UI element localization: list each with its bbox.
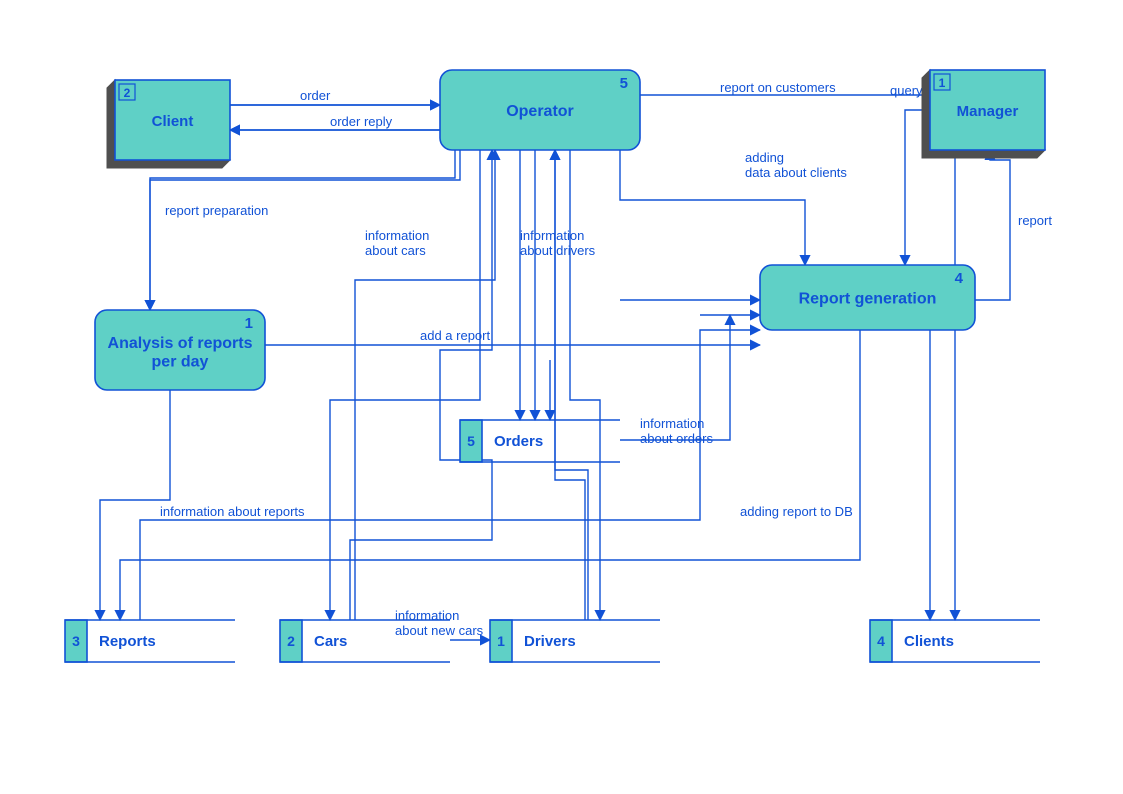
node-drivers-num: 1 [497, 633, 505, 649]
node-operator-num: 5 [620, 75, 628, 92]
node-manager-label: Manager [957, 103, 1019, 120]
node-client-label: Client [152, 113, 194, 130]
edge-infocars-simple [355, 150, 495, 620]
edge-info-cars [350, 150, 492, 620]
lbl-infodrivers: information about drivers [520, 228, 596, 258]
node-clients-num: 4 [877, 633, 885, 649]
lbl-adddata: adding data about clients [745, 150, 847, 180]
lbl-infocars: information about cars [365, 228, 433, 258]
node-client-num: 2 [124, 86, 131, 100]
node-operator: 5 Operator [440, 70, 640, 150]
dfd-diagram: order order reply report preparation rep… [0, 0, 1123, 794]
node-analysis: 1Analysis of reportsper day [95, 310, 265, 390]
lbl-addreport: add a report [420, 328, 490, 343]
edge-report-line [975, 150, 1010, 300]
edge-labels: order order reply report preparation rep… [160, 80, 1052, 638]
node-reports-num: 3 [72, 633, 80, 649]
node-clients: 4 Clients [870, 620, 1040, 662]
lbl-reportcust: report on customers [720, 80, 836, 95]
lbl-addreportdb: adding report to DB [740, 504, 853, 519]
edge-op-cars [330, 150, 480, 620]
node-orders: 5 Orders [460, 420, 620, 462]
edge-info-drivers [555, 150, 588, 620]
node-client: 2 Client [107, 80, 230, 168]
lbl-reportprep: report preparation [165, 203, 268, 218]
node-analysis-num: 1 [245, 315, 253, 332]
lbl-order: order [300, 88, 331, 103]
lbl-infonewcars: information about new cars [395, 608, 484, 638]
lbl-inforeports: information about reports [160, 504, 305, 519]
lbl-query: query [890, 83, 923, 98]
node-reports: 3 Reports [65, 620, 235, 662]
node-drivers: 1 Drivers [490, 620, 660, 662]
node-reportgen: 4 Report generation [760, 265, 975, 330]
node-reportgen-label: Report generation [799, 291, 937, 308]
lbl-report: report [1018, 213, 1052, 228]
lbl-orderreply: order reply [330, 114, 393, 129]
lbl-infoorders: information about orders [640, 416, 713, 446]
node-operator-label: Operator [506, 103, 574, 120]
node-drivers-label: Drivers [524, 633, 576, 650]
node-manager-num: 1 [939, 76, 946, 90]
node-orders-num: 5 [467, 433, 475, 449]
node-orders-label: Orders [494, 433, 543, 450]
node-manager: 1 Manager [922, 70, 1045, 158]
node-cars-num: 2 [287, 633, 295, 649]
node-reports-label: Reports [99, 633, 156, 650]
node-cars-label: Cars [314, 633, 347, 650]
node-clients-label: Clients [904, 633, 954, 650]
node-reportgen-num: 4 [955, 270, 964, 287]
